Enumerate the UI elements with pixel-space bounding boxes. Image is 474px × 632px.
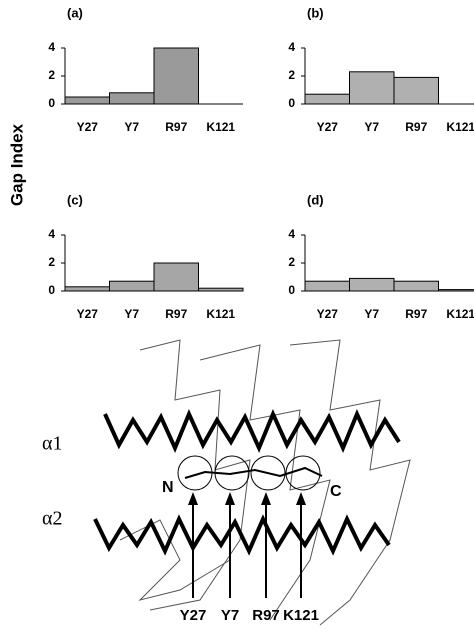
bar — [64, 96, 110, 105]
bar — [304, 93, 350, 105]
pocket — [285, 455, 321, 491]
pocket — [177, 455, 213, 491]
helix-label: α2 — [42, 508, 62, 530]
panel-title: (c) — [67, 192, 83, 207]
panel-title: (a) — [67, 5, 83, 20]
x-tick-label: R97 — [165, 120, 187, 134]
arrowhead — [296, 492, 306, 505]
y-tick-label: 0 — [288, 283, 295, 297]
terminus-label: N — [162, 479, 174, 496]
x-tick-label: Y27 — [77, 120, 99, 134]
x-tick-label: K121 — [446, 120, 474, 134]
panel-title: (b) — [307, 5, 324, 20]
helix-label: α1 — [42, 433, 62, 455]
y-tick-label: 2 — [48, 68, 55, 82]
x-tick-label: Y27 — [77, 307, 99, 321]
x-tick-label: K121 — [206, 120, 235, 134]
structure-diagram — [93, 339, 411, 626]
bar — [109, 280, 155, 292]
y-tick-label: 0 — [48, 283, 55, 297]
bar — [393, 76, 439, 105]
x-tick-label: Y7 — [124, 120, 139, 134]
y-tick-label: 2 — [288, 68, 295, 82]
bar — [349, 71, 395, 105]
y-tick-label: 0 — [48, 96, 55, 110]
y-tick-label: 0 — [288, 96, 295, 110]
bar — [109, 92, 155, 105]
backbone — [289, 339, 411, 626]
y-tick-label: 2 — [48, 255, 55, 269]
pocket — [214, 455, 250, 491]
residue-label: Y27 — [180, 607, 207, 624]
x-tick-label: K121 — [446, 307, 474, 321]
x-tick-label: Y27 — [317, 120, 339, 134]
helix — [93, 514, 391, 556]
arrowhead — [188, 492, 198, 505]
y-tick-label: 4 — [48, 227, 55, 241]
x-tick-label: K121 — [206, 307, 235, 321]
bar — [64, 286, 110, 292]
bar — [153, 262, 199, 292]
x-tick-label: Y7 — [364, 307, 379, 321]
y-axis-label: Gap Index — [7, 123, 26, 206]
x-tick-label: R97 — [405, 307, 427, 321]
y-tick-label: 4 — [288, 40, 295, 54]
x-tick-label: Y7 — [364, 120, 379, 134]
bar — [153, 47, 199, 105]
peptide — [184, 466, 323, 479]
bar — [349, 277, 395, 292]
bar — [304, 280, 350, 292]
helix — [103, 408, 401, 454]
pocket — [250, 455, 286, 491]
y-tick-label: 2 — [288, 255, 295, 269]
residue-label: K121 — [283, 607, 319, 624]
residue-label: Y7 — [221, 607, 239, 624]
backbone — [199, 344, 331, 621]
arrowhead — [261, 492, 271, 505]
x-tick-label: R97 — [165, 307, 187, 321]
terminus-label: C — [330, 483, 342, 500]
panel-title: (d) — [307, 192, 324, 207]
x-tick-label: Y7 — [124, 307, 139, 321]
bar — [393, 280, 439, 292]
x-tick-label: R97 — [405, 120, 427, 134]
x-tick-label: Y27 — [317, 307, 339, 321]
y-tick-label: 4 — [48, 40, 55, 54]
y-tick-label: 4 — [288, 227, 295, 241]
residue-label: R97 — [252, 607, 280, 624]
arrowhead — [225, 492, 235, 505]
